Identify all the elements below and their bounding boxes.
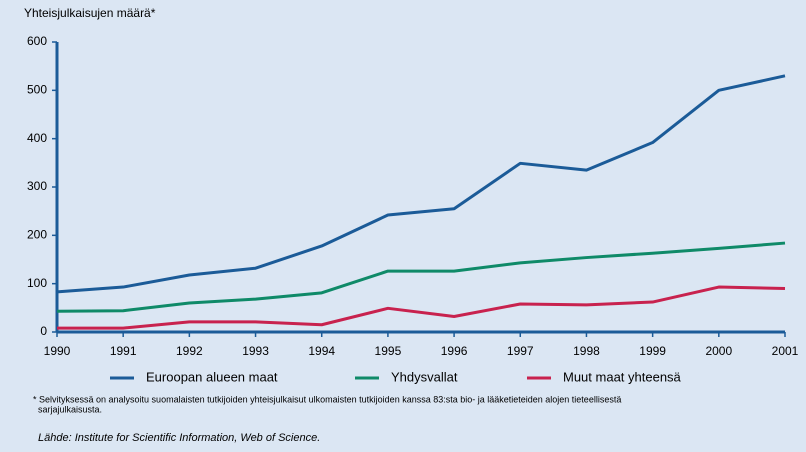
source: Lähde: Institute for Scientific Informat… [38, 432, 320, 444]
y-tick-label: 0 [40, 324, 47, 338]
x-tick-label: 1990 [44, 344, 71, 358]
legend-label: Euroopan alueen maat [146, 369, 278, 384]
x-tick-label: 2001 [772, 344, 799, 358]
x-tick-label: 1994 [308, 344, 335, 358]
x-tick-label: 1996 [441, 344, 468, 358]
legend-label: Muut maat yhteensä [563, 369, 682, 384]
y-tick-label: 600 [27, 34, 47, 48]
line [56, 74, 786, 294]
y-axis-label: Yhteisjulkaisujen määrä* [24, 6, 156, 20]
line [57, 285, 786, 330]
footnote: sarjajulkaisusta. [38, 404, 102, 414]
footnote: * Selvityksessä on analysoitu suomalaist… [33, 394, 621, 404]
legend-label: Yhdysvallat [391, 369, 458, 384]
y-tick-label: 500 [27, 83, 47, 97]
y-tick-label: 400 [27, 131, 47, 145]
y-tick-label: 200 [27, 228, 47, 242]
y-tick-label: 300 [27, 179, 47, 193]
x-tick-label: 2000 [705, 344, 732, 358]
x-tick-label: 1995 [375, 344, 402, 358]
x-tick-label: 1998 [573, 344, 600, 358]
x-tick-label: 1999 [639, 344, 666, 358]
x-tick-label: 1993 [242, 344, 269, 358]
y-tick-label: 100 [27, 276, 47, 290]
x-tick-label: 1992 [176, 344, 203, 358]
line [56, 241, 786, 313]
x-tick-label: 1997 [507, 344, 534, 358]
x-tick-label: 1991 [110, 344, 137, 358]
